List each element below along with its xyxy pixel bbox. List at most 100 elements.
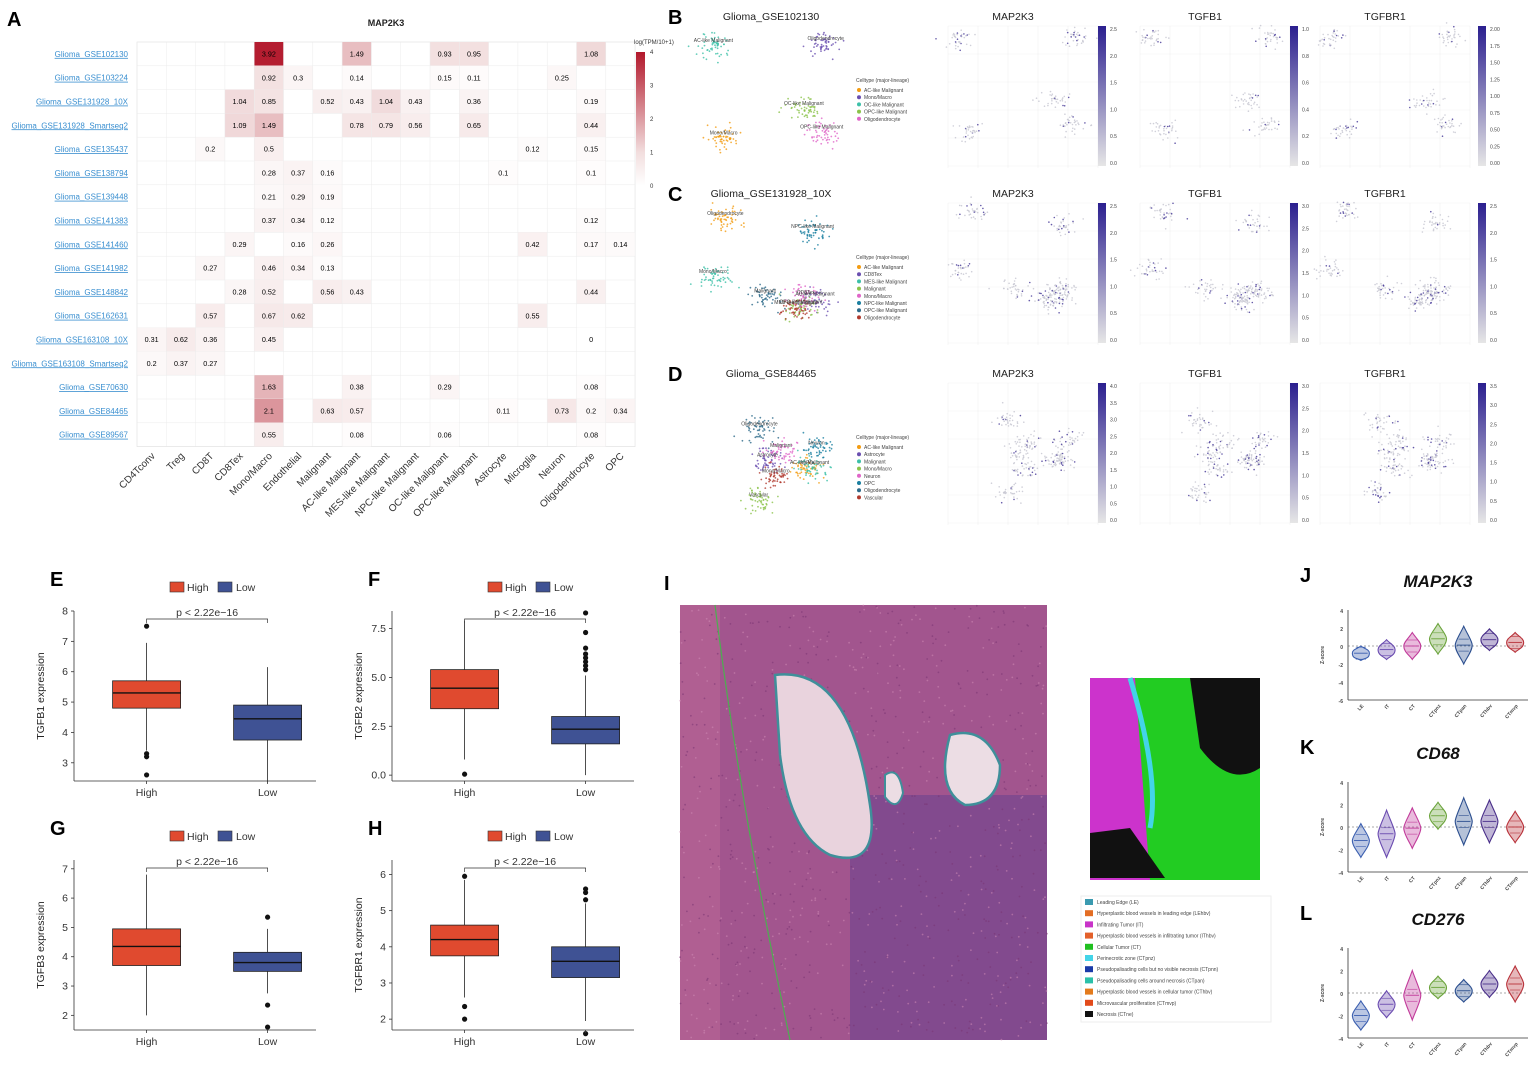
feature-point <box>1431 221 1433 223</box>
umap-point <box>818 33 821 36</box>
he-texture <box>792 915 794 918</box>
y-tick-label: 0 <box>1340 645 1343 651</box>
umap-point <box>803 460 806 463</box>
umap-point <box>800 107 803 110</box>
umap-dataset-title: Glioma_GSE102130 <box>723 11 819 23</box>
heatmap-row-label[interactable]: Glioma_GSE139448 <box>55 193 129 202</box>
he-texture <box>864 1005 867 1008</box>
feature-point <box>1156 209 1158 212</box>
feature-point <box>1259 456 1261 459</box>
he-texture <box>814 899 817 901</box>
heatmap-cell-value: 0.11 <box>467 73 480 82</box>
feature-point <box>1451 120 1453 122</box>
heatmap-row-label[interactable]: Glioma_GSE103224 <box>55 74 129 83</box>
x-tick-label: LE <box>1357 703 1366 712</box>
feature-point <box>1340 37 1343 39</box>
feature-point <box>1076 43 1079 45</box>
heatmap-row-label[interactable]: Glioma_GSE138794 <box>55 169 129 178</box>
he-texture <box>1016 791 1018 793</box>
he-texture <box>953 910 956 913</box>
feature-point <box>1154 263 1156 265</box>
feature-point <box>1334 33 1336 35</box>
feature-point <box>1241 297 1244 299</box>
feature-point <box>1427 436 1429 439</box>
feature-point <box>1271 294 1274 296</box>
he-texture <box>932 957 935 959</box>
feature-point <box>1335 137 1338 139</box>
feature-point <box>1042 464 1045 467</box>
he-texture <box>944 704 946 707</box>
he-region-cellular <box>850 795 1047 1040</box>
feature-point <box>1445 445 1447 447</box>
feature-point <box>1166 212 1168 214</box>
heatmap-row-label[interactable]: Glioma_GSE163108_10X <box>36 336 129 345</box>
umap-point <box>774 484 777 487</box>
he-texture <box>728 799 731 801</box>
heatmap-row-label[interactable]: Glioma_GSE148842 <box>55 288 129 297</box>
heatmap-cell-value: 0.52 <box>262 288 276 297</box>
he-texture <box>862 604 865 607</box>
feature-point <box>1047 459 1049 461</box>
umap-cluster-label: Mono/Macro <box>699 269 727 275</box>
feature-point <box>1257 214 1260 217</box>
heatmap-row-label[interactable]: Glioma_GSE141460 <box>55 240 129 249</box>
tissue-legend-swatch <box>1085 910 1093 917</box>
feature-point <box>1442 37 1445 40</box>
he-texture <box>874 874 877 876</box>
feature-point <box>1066 29 1068 31</box>
umap-point <box>808 233 811 236</box>
heatmap-row-label[interactable]: Glioma_GSE131928_10X <box>36 98 129 107</box>
umap-point <box>825 306 827 309</box>
feature-point <box>1254 222 1256 224</box>
feature-point <box>1171 126 1174 129</box>
feature-point <box>1388 287 1390 290</box>
feature-point <box>1207 457 1209 459</box>
heatmap-row-label[interactable]: Glioma_GSE141982 <box>55 264 129 273</box>
feature-point <box>1015 491 1018 493</box>
umap-point <box>827 48 830 50</box>
feature-point <box>1196 487 1198 490</box>
feature-point <box>952 34 954 36</box>
he-texture <box>971 620 974 623</box>
feature-point <box>1366 491 1368 493</box>
heatmap-cell-value: 0.12 <box>320 216 334 225</box>
heatmap-row-label[interactable]: Glioma_GSE141383 <box>55 217 129 226</box>
heatmap-row-label[interactable]: Glioma_GSE84465 <box>59 407 128 416</box>
feature-point <box>1135 31 1138 33</box>
feature-point <box>1261 117 1264 120</box>
heatmap-cell-value: 0.42 <box>526 240 540 249</box>
feature-point <box>1044 304 1046 307</box>
feature-point <box>1435 104 1437 106</box>
he-texture <box>1028 764 1031 766</box>
umap-point <box>768 293 770 295</box>
feature-point <box>1239 295 1241 297</box>
feature-point <box>1013 462 1016 464</box>
he-texture <box>859 641 862 644</box>
heatmap-row-label[interactable]: Glioma_GSE131928_Smartseq2 <box>11 121 128 130</box>
feature-point <box>1386 275 1389 278</box>
he-texture <box>988 639 990 641</box>
he-texture <box>799 647 801 650</box>
feature-point <box>1449 434 1452 436</box>
heatmap-row-label[interactable]: Glioma_GSE102130 <box>55 50 129 59</box>
heatmap-cell-value: 1.49 <box>350 50 364 59</box>
feature-point <box>1033 430 1036 432</box>
he-texture <box>871 1006 873 1009</box>
heatmap-row-label[interactable]: Glioma_GSE162631 <box>55 312 129 321</box>
feature-point <box>963 266 965 269</box>
he-texture <box>968 1027 970 1030</box>
he-texture <box>984 1030 986 1033</box>
umap-point <box>733 210 736 213</box>
umap-point <box>832 37 835 39</box>
heatmap-row-label[interactable]: Glioma_GSE89567 <box>59 431 128 440</box>
heatmap-row-label[interactable]: Glioma_GSE135437 <box>55 145 129 154</box>
heatmap-row-label[interactable]: Glioma_GSE70630 <box>59 383 128 392</box>
feature-point <box>1452 125 1455 127</box>
umap-point <box>774 462 776 465</box>
feature-point <box>1422 292 1425 294</box>
feature-point <box>1215 451 1218 454</box>
he-texture <box>727 829 729 832</box>
feature-point <box>1216 458 1218 460</box>
feature-point <box>1016 497 1018 500</box>
heatmap-row-label[interactable]: Glioma_GSE163108_Smartseq2 <box>11 359 128 368</box>
